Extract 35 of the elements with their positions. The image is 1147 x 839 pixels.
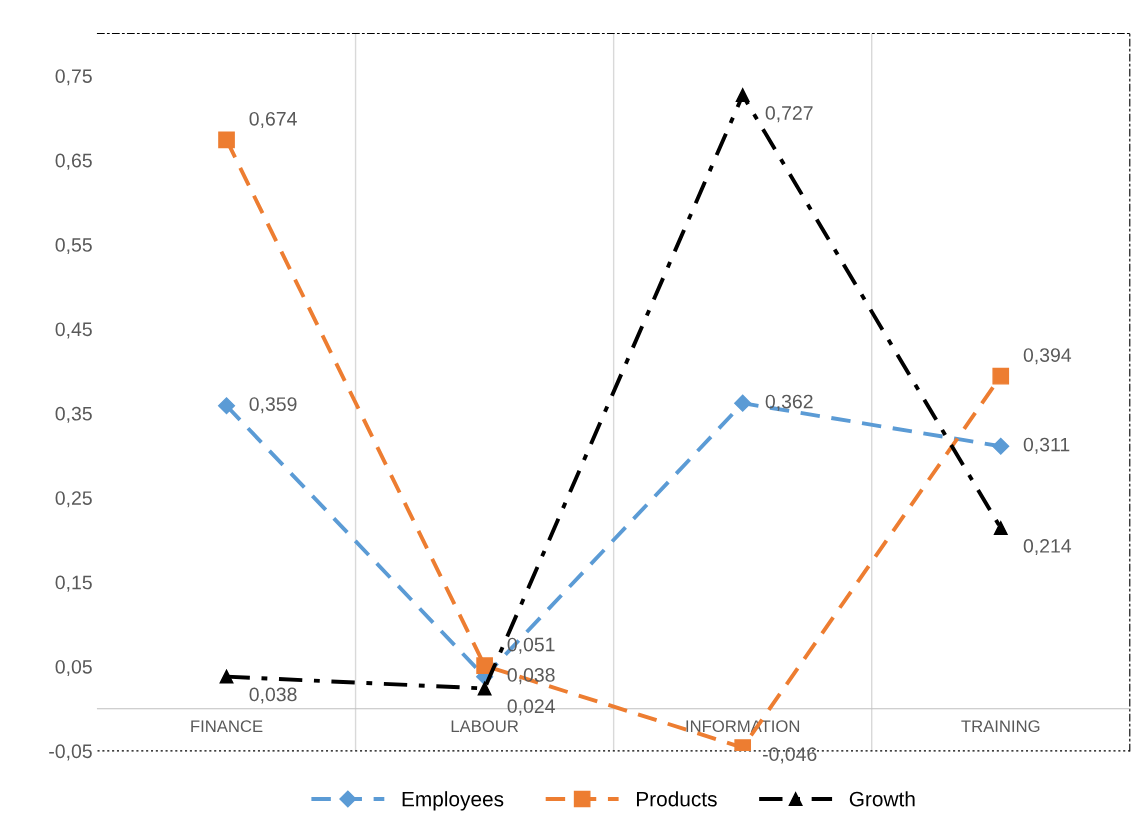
data-label: 0,214: [1023, 539, 1072, 556]
point: [992, 367, 1010, 385]
data-label: 0,394: [1023, 348, 1072, 365]
y-tick-label: 0,15: [55, 575, 92, 592]
data-label: 0,674: [249, 111, 297, 128]
x-tick-label: TRAINING: [961, 720, 1040, 733]
y-tick-label: 0,05: [55, 659, 92, 677]
data-label: 0,362: [765, 394, 813, 411]
data-label: 0,727: [765, 106, 813, 123]
x-tick-label: FINANCE: [191, 720, 263, 733]
y-tick-label: 0,75: [55, 69, 92, 86]
data-label: 0,024: [507, 699, 555, 716]
data-label: 0,311: [1023, 437, 1070, 454]
legend-label: Growth: [849, 791, 915, 807]
y-tick-label: -0,05: [49, 744, 92, 761]
y-tick-label: 0,65: [55, 153, 92, 170]
point: [734, 394, 752, 412]
point: [476, 657, 493, 675]
legend-label: Products: [636, 791, 717, 807]
point: [219, 669, 234, 684]
y-tick-label: 0,35: [55, 406, 92, 423]
point: [477, 681, 492, 696]
data-label: -0,046: [762, 747, 817, 764]
y-tick-label: 0,45: [55, 322, 92, 339]
x-tick-label: LABOUR: [451, 720, 519, 733]
point: [993, 521, 1008, 536]
y-tick-label: 0,55: [55, 238, 92, 255]
point: [218, 131, 235, 149]
data-label: 0,359: [249, 397, 297, 414]
y-tick-label: 0,25: [55, 491, 92, 508]
point: [217, 397, 236, 415]
point: [992, 437, 1010, 455]
legend-label: Employees: [402, 791, 504, 811]
data-label: 0,038: [249, 687, 297, 704]
point: [735, 88, 750, 103]
